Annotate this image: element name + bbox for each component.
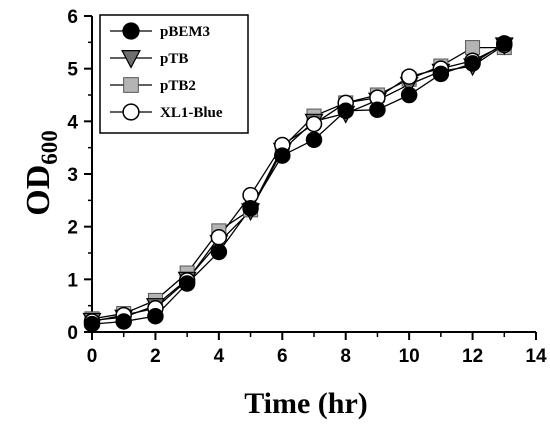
point-pbem3-1 — [115, 313, 132, 330]
point-pbem3-7 — [305, 131, 323, 149]
x-axis-title: Time (hr) — [244, 387, 368, 420]
legend-marker-0 — [122, 22, 140, 40]
x-tick-label-1: 2 — [150, 346, 161, 367]
legend: pBEM3 pTB pTB2 XL1-Blue — [99, 14, 249, 134]
point-pbem3-6 — [274, 147, 291, 164]
point-pbem3-12 — [464, 55, 481, 72]
y-axis-title-main: OD — [20, 165, 57, 216]
legend-label-1: pTB — [160, 51, 188, 67]
point-pbem3-0 — [83, 315, 101, 333]
point-pbem3-5 — [242, 199, 259, 217]
y-tick-label-3: 3 — [67, 165, 78, 186]
point-pbem3-10 — [400, 86, 418, 104]
y-tick-label-4: 4 — [67, 112, 78, 133]
legend-marker-1 — [121, 50, 141, 69]
point-pbem3-9 — [369, 101, 386, 118]
legend-marker-2 — [123, 77, 139, 93]
point-pbem3-3 — [178, 275, 196, 292]
point-pbem3-2 — [147, 307, 164, 325]
y-tick-label-0: 0 — [67, 323, 78, 344]
y-tick-label-6: 6 — [67, 7, 78, 28]
x-tick-label-3: 6 — [277, 346, 288, 367]
legend-marker-3 — [122, 103, 140, 121]
point-pbem3-4 — [210, 243, 228, 261]
x-tick-label-4: 8 — [340, 346, 351, 367]
x-tick-label-6: 12 — [462, 346, 483, 367]
y-axis-title: OD600 — [20, 130, 62, 216]
legend-label-2: pTB2 — [160, 78, 196, 94]
point-xl1-blue-4 — [210, 228, 228, 246]
point-xl1-blue-10 — [400, 68, 418, 85]
point-pbem3-11 — [432, 65, 450, 83]
point-pbem3-13 — [496, 35, 513, 52]
x-tick-label-5: 10 — [399, 346, 420, 367]
point-ptb2-12 — [465, 40, 481, 56]
series-layer — [82, 35, 514, 333]
y-tick-label-5: 5 — [67, 60, 78, 81]
legend-label-0: pBEM3 — [160, 24, 210, 40]
point-xl1-blue-7 — [305, 115, 323, 133]
y-tick-label-1: 1 — [67, 270, 78, 291]
y-tick-label-2: 2 — [67, 218, 78, 239]
y-axis-title-sub: 600 — [37, 130, 62, 165]
point-pbem3-8 — [337, 102, 354, 120]
x-tick-label-2: 4 — [214, 346, 225, 367]
x-tick-label-0: 0 — [87, 346, 98, 367]
legend-label-3: XL1-Blue — [160, 105, 223, 121]
x-tick-label-7: 14 — [525, 346, 547, 367]
